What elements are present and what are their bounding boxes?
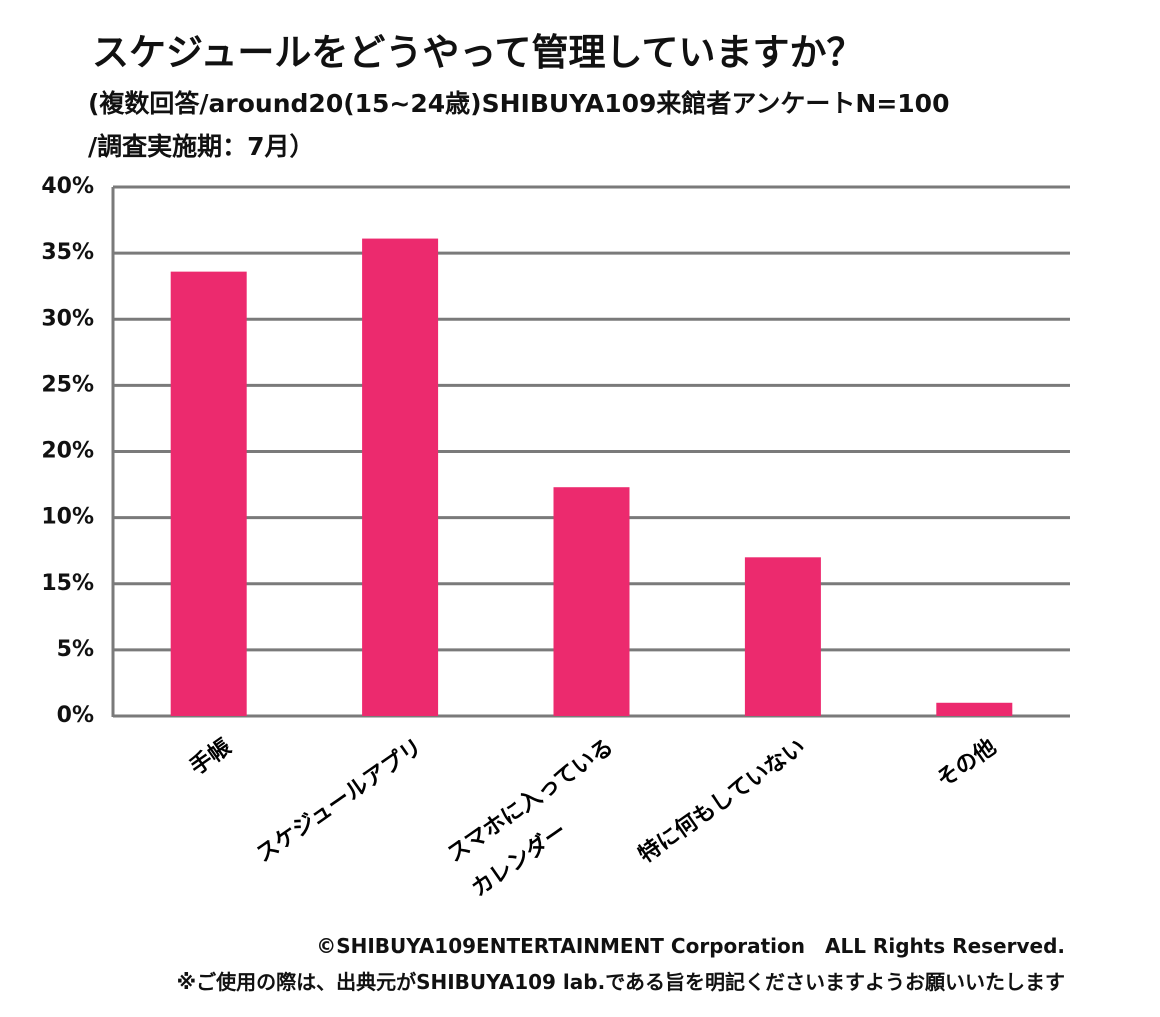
y-tick-label: 35% (41, 240, 94, 265)
y-tick-label: 5% (57, 637, 94, 662)
y-tick-label: 15% (41, 571, 94, 596)
y-tick-label: 0% (57, 703, 94, 728)
y-tick-label: 30% (41, 306, 94, 331)
y-tick-label: 10% (41, 505, 94, 530)
footer-copyright: ©SHIBUYA109ENTERTAINMENT Corporation ALL… (316, 934, 1065, 958)
chart-title: スケジュールをどうやって管理していますか？ (92, 31, 864, 74)
footer-note: ※ご使用の際は、出典元がSHIBUYA109 lab.である旨を明記くださいます… (176, 970, 1065, 994)
bar (553, 487, 630, 716)
chart-subtitle: (複数回答/around20(15~24歳)SHIBUYA109来館者アンケート… (88, 89, 950, 161)
y-tick-label: 25% (41, 372, 94, 397)
y-tick-label: 20% (41, 439, 94, 464)
bar (362, 238, 439, 716)
y-tick-label: 40% (41, 174, 94, 199)
bar (936, 702, 1013, 716)
bar (170, 271, 247, 716)
bar (744, 557, 821, 716)
